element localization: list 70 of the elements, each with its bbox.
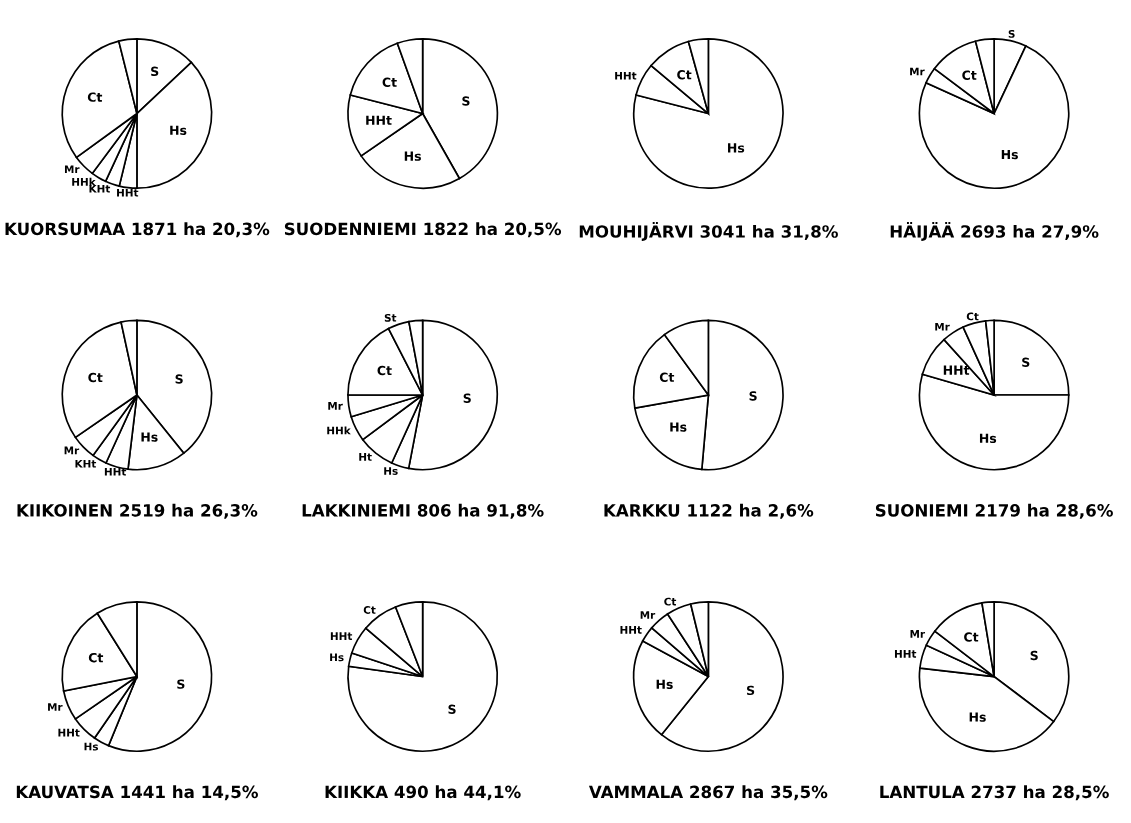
- slice-label: Hs: [404, 151, 421, 161]
- slice-label: Mr: [935, 322, 950, 331]
- slice-label: Ct: [964, 632, 979, 642]
- slice-label: Hs: [170, 125, 187, 135]
- text: KARKKU 1122 ha 2,6%: [604, 503, 814, 519]
- slice-label: S: [448, 704, 456, 714]
- slice-label: HHt: [104, 467, 127, 476]
- slice-label: Ct: [962, 70, 977, 80]
- slice-label: Ct: [677, 70, 692, 80]
- slice-label: HHk: [72, 177, 96, 186]
- slice-label: Ct: [659, 372, 675, 382]
- slice-label: HHt: [620, 626, 642, 634]
- slice-label: Hs: [141, 432, 158, 442]
- text: LAKKINIEMI 806 ha 91,8%: [302, 503, 544, 519]
- slice-label: Hs: [979, 433, 997, 444]
- slice-label: HHt: [943, 365, 970, 375]
- text: KAUVATSA 1441 ha 14,5%: [16, 785, 258, 801]
- slice-label: Mr: [64, 446, 80, 455]
- slice-label: S: [462, 96, 470, 106]
- slice-label: HHt: [330, 632, 353, 640]
- slice-label: S: [177, 679, 185, 689]
- text: KUORSUMAA 1871 ha 20,3%: [5, 222, 270, 238]
- slice-label: Mr: [48, 703, 63, 711]
- slice-label: HHt: [117, 188, 139, 197]
- text: KIIKOINEN 2519 ha 26,3%: [17, 503, 258, 519]
- slice-label: Ct: [377, 365, 392, 376]
- slice-label: S: [1008, 29, 1015, 38]
- slice-label: Mr: [328, 402, 343, 410]
- text: MOUHIJÄRVI 3041 ha 31,8%: [579, 222, 838, 241]
- slice-label: S: [749, 391, 757, 401]
- slice-label: HHk: [327, 426, 351, 435]
- slice-label: Hs: [969, 712, 986, 722]
- slice-label: Hs: [670, 422, 687, 432]
- slice-label: Hs: [656, 679, 673, 689]
- slice-label: HHt: [894, 650, 917, 658]
- text: VAMMALA 2867 ha 35,5%: [588, 785, 828, 801]
- slice-label: Hs: [330, 653, 344, 662]
- slice-label: Ct: [382, 77, 397, 88]
- slice-label: S: [463, 393, 471, 403]
- slice-label: Mr: [910, 630, 926, 638]
- slice-label: KHt: [75, 459, 97, 468]
- slice-label: Hs: [728, 143, 745, 153]
- slice-label: Ct: [88, 372, 103, 383]
- slice-label: St: [384, 313, 397, 322]
- text: SUONIEMI 2179 ha 28,6%: [875, 503, 1113, 519]
- slice-label: Mr: [640, 611, 656, 619]
- slice-label: Ct: [664, 597, 677, 606]
- slice-label: Mr: [910, 67, 925, 76]
- text: KIIKKA 490 ha 44,1%: [325, 785, 521, 801]
- slice-label: Ht: [359, 453, 372, 461]
- slice-label: Ct: [966, 312, 979, 321]
- slice-label: Hs: [84, 742, 99, 751]
- slice-label: Ct: [363, 606, 376, 614]
- slice-label: KHt: [89, 184, 111, 193]
- slice-label: S: [1022, 357, 1030, 367]
- text: HÄIJÄÄ 2693 ha 27,9%: [890, 222, 1099, 241]
- slice-label: Ct: [88, 652, 104, 663]
- slice-label: HHt: [58, 728, 80, 737]
- text: SUODENNIEMI 1822 ha 20,5%: [284, 222, 562, 238]
- slice-label: Ct: [87, 92, 103, 102]
- text: LANTULA 2737 ha 28,5%: [880, 785, 1109, 801]
- slice-label: HHt: [366, 115, 392, 125]
- slice-label: HHt: [615, 71, 637, 80]
- slice-label: Hs: [1001, 149, 1018, 160]
- slice-label: Hs: [384, 467, 398, 475]
- slice-label: Mr: [64, 165, 80, 174]
- slice-label: S: [1030, 650, 1038, 661]
- slice-label: S: [747, 685, 755, 696]
- slice-label: S: [175, 374, 183, 384]
- slice-label: S: [151, 66, 159, 77]
